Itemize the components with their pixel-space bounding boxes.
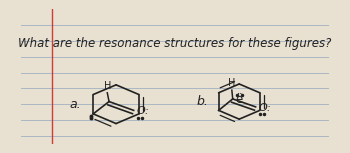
Text: O:: O:	[136, 106, 149, 116]
Text: O:: O:	[258, 103, 271, 113]
Text: H: H	[104, 81, 111, 91]
Text: H: H	[228, 78, 236, 88]
Text: ë: ë	[236, 93, 243, 106]
Text: a.: a.	[69, 98, 81, 111]
Text: What are the resonance structures for these figures?: What are the resonance structures for th…	[18, 37, 332, 50]
Text: b.: b.	[197, 95, 209, 108]
